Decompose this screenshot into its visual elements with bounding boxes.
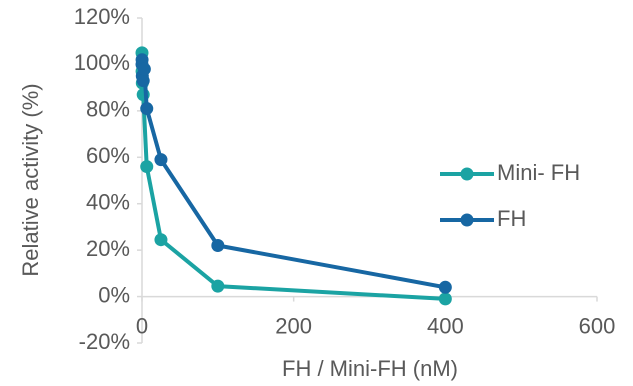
x-tick-label: 200 — [275, 313, 312, 338]
data-point — [137, 62, 151, 76]
data-point — [154, 233, 168, 247]
data-point — [438, 280, 452, 294]
x-tick-label: 0 — [136, 313, 148, 338]
y-tick-label: 20% — [86, 236, 130, 261]
data-point — [154, 153, 168, 167]
y-tick-label: 40% — [86, 190, 130, 215]
data-point — [211, 279, 225, 293]
x-tick-label: 600 — [579, 313, 616, 338]
y-tick-label: 0% — [98, 282, 130, 307]
data-point — [136, 74, 150, 88]
series-line — [140, 52, 446, 301]
x-tick-label: 400 — [427, 313, 464, 338]
legend-label: FH — [497, 206, 526, 231]
legend-marker — [460, 167, 474, 181]
y-tick-label: 60% — [86, 143, 130, 168]
data-point — [211, 239, 225, 252]
data-point — [140, 102, 154, 116]
y-tick-label: 100% — [74, 50, 130, 75]
y-axis-label: Relative activity (%) — [18, 83, 43, 276]
series-line — [140, 59, 446, 290]
y-tick-label: -20% — [79, 329, 130, 354]
data-point — [140, 160, 154, 174]
data-point — [438, 292, 452, 306]
legend-marker — [460, 213, 474, 227]
legend-label: Mini- FH — [497, 160, 580, 185]
x-axis-label: FH / Mini-FH (nM) — [282, 356, 458, 381]
y-tick-label: 80% — [86, 97, 130, 122]
y-tick-label: 120% — [74, 4, 130, 29]
